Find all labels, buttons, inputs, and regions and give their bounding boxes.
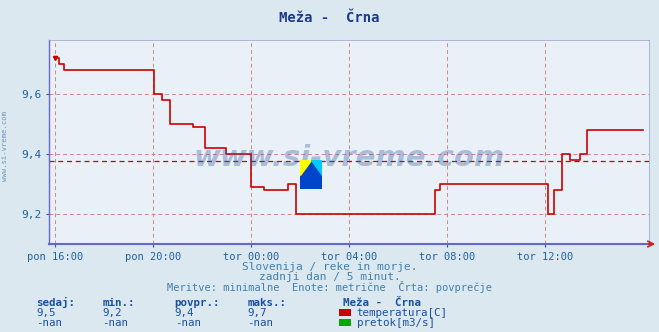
Text: maks.:: maks.: [247, 298, 286, 308]
Text: -nan: -nan [102, 318, 128, 328]
Text: povpr.:: povpr.: [175, 298, 220, 308]
Text: Slovenija / reke in morje.: Slovenija / reke in morje. [242, 262, 417, 272]
Text: Meža -  Črna: Meža - Črna [279, 11, 380, 25]
Polygon shape [300, 160, 311, 175]
Text: 9,2: 9,2 [102, 308, 122, 318]
Text: Meža -  Črna: Meža - Črna [343, 298, 420, 308]
Polygon shape [311, 160, 322, 175]
Text: sedaj:: sedaj: [36, 297, 75, 308]
Text: www.si-vreme.com: www.si-vreme.com [2, 111, 9, 181]
Text: zadnji dan / 5 minut.: zadnji dan / 5 minut. [258, 272, 401, 282]
Text: -nan: -nan [36, 318, 62, 328]
Text: 9,5: 9,5 [36, 308, 56, 318]
Text: 9,4: 9,4 [175, 308, 194, 318]
Text: 9,7: 9,7 [247, 308, 267, 318]
Text: temperatura[C]: temperatura[C] [357, 308, 447, 318]
Text: pretok[m3/s]: pretok[m3/s] [357, 318, 434, 328]
Text: min.:: min.: [102, 298, 134, 308]
Text: -nan: -nan [247, 318, 273, 328]
Text: -nan: -nan [175, 318, 200, 328]
Text: Meritve: minimalne  Enote: metrične  Črta: povprečje: Meritve: minimalne Enote: metrične Črta:… [167, 281, 492, 293]
Text: www.si-vreme.com: www.si-vreme.com [194, 144, 505, 172]
